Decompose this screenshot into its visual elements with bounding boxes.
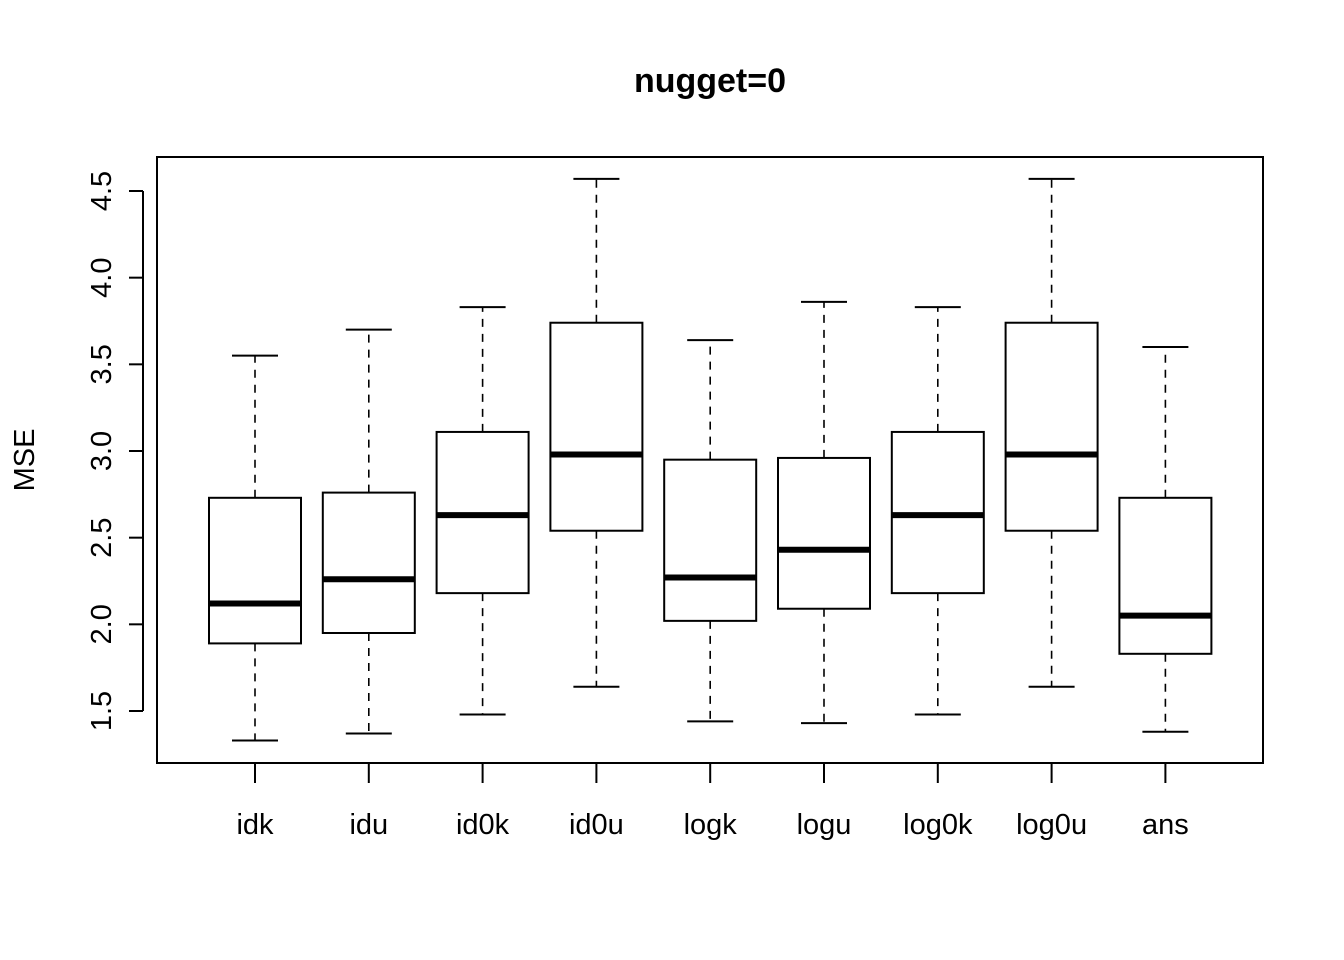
box-log0k <box>890 306 985 716</box>
boxes-group <box>208 177 1213 742</box>
x-axis: idk idu id0k id0u logk logu log0k log0u ans <box>236 763 1189 841</box>
y-tick-label: 4.0 <box>86 258 118 298</box>
y-tick-label: 1.5 <box>86 691 118 731</box>
iqr-box <box>549 321 644 532</box>
box-idk <box>208 354 302 742</box>
y-tick-label: 2.0 <box>86 604 118 644</box>
box-logu <box>777 300 871 725</box>
y-tick-label: 2.5 <box>86 518 118 558</box>
box-idu <box>321 328 416 735</box>
y-tick-label: 3.0 <box>86 431 118 471</box>
y-axis-label: MSE <box>9 429 41 492</box>
box-ans <box>1118 346 1213 733</box>
box-logk <box>663 339 758 723</box>
x-tick-label: logk <box>684 809 738 841</box>
y-axis: 1.5 2.0 2.5 3.0 3.5 4.0 4.5 <box>86 171 144 731</box>
x-tick-label: logu <box>797 809 852 841</box>
chart-title: nugget=0 <box>634 62 786 100</box>
iqr-box <box>1118 496 1213 655</box>
box-id0u <box>549 177 644 688</box>
iqr-box <box>208 496 302 645</box>
y-tick-label: 4.5 <box>86 171 118 211</box>
x-tick-label: ans <box>1142 809 1189 841</box>
x-tick-label: id0u <box>569 809 624 841</box>
x-tick-label: log0u <box>1016 809 1087 841</box>
box-id0k <box>435 306 530 716</box>
iqr-box <box>663 458 758 622</box>
iqr-box <box>321 491 416 634</box>
iqr-box <box>777 456 871 610</box>
iqr-box <box>1004 321 1099 532</box>
x-tick-label: idk <box>236 809 274 841</box>
x-tick-label: idu <box>349 809 388 841</box>
x-tick-label: id0k <box>456 809 510 841</box>
x-tick-label: log0k <box>903 809 973 841</box>
box-log0u <box>1004 177 1099 688</box>
y-tick-label: 3.5 <box>86 344 118 384</box>
